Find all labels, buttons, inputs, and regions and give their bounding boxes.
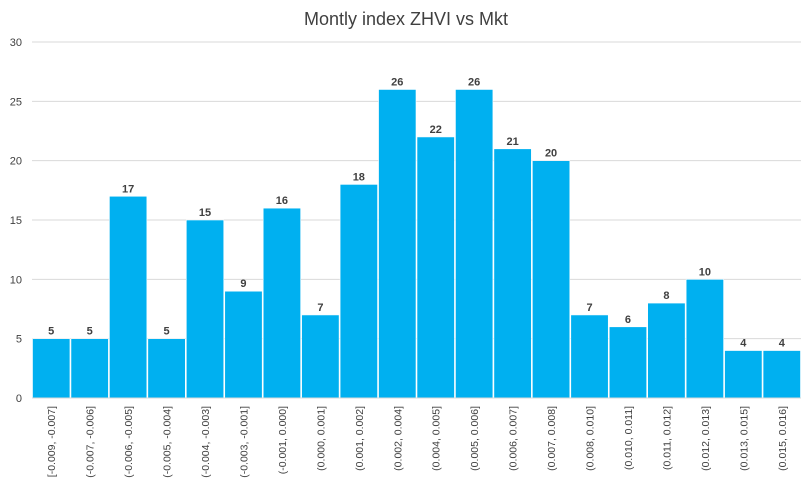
gridlines xyxy=(32,41,801,340)
x-tick-label: (0.004, 0.005] xyxy=(431,406,443,471)
bar xyxy=(455,89,494,399)
bar xyxy=(70,338,109,399)
bar xyxy=(493,148,532,399)
bar xyxy=(147,338,186,399)
data-label: 8 xyxy=(663,290,669,302)
bar xyxy=(570,314,609,399)
bar xyxy=(301,314,340,399)
data-label: 5 xyxy=(87,326,93,338)
x-tick-label: (-0.004, -0.003] xyxy=(200,406,212,478)
x-tick-label: (0.000, 0.001] xyxy=(315,406,327,471)
y-tick-label: 5 xyxy=(16,334,22,346)
data-label: 17 xyxy=(122,183,134,195)
x-tick-label: (0.001, 0.002] xyxy=(354,406,366,471)
bar xyxy=(762,350,801,399)
x-tick-label: (0.010, 0.011] xyxy=(623,406,635,470)
data-label: 26 xyxy=(468,76,480,88)
x-tick-label: (-0.005, -0.004] xyxy=(162,406,174,478)
y-tick-label: 30 xyxy=(10,37,22,49)
bar xyxy=(685,279,724,399)
data-label: 18 xyxy=(353,171,365,183)
y-tick-label: 0 xyxy=(16,393,22,405)
data-label: 7 xyxy=(586,302,592,314)
bar xyxy=(416,136,455,399)
bar xyxy=(186,219,225,399)
data-label: 5 xyxy=(164,326,170,338)
data-label: 20 xyxy=(545,148,557,160)
bar xyxy=(224,290,263,399)
x-tick-label: (0.007, 0.008] xyxy=(546,406,558,471)
x-tick-label: [-0.009, -0.007] xyxy=(46,406,58,477)
data-label: 26 xyxy=(391,76,403,88)
x-tick-label: (-0.006, -0.005] xyxy=(123,406,135,478)
data-label: 16 xyxy=(276,195,288,207)
x-tick-label: (0.015, 0.016] xyxy=(777,406,789,471)
data-label: 22 xyxy=(430,124,442,136)
data-label: 4 xyxy=(740,338,747,350)
x-tick-label: (-0.001, 0.000] xyxy=(277,406,289,474)
x-tick-label: (0.006, 0.007] xyxy=(508,406,520,471)
bar xyxy=(109,195,148,399)
bar xyxy=(647,302,686,399)
data-label: 21 xyxy=(507,136,519,148)
data-label: 9 xyxy=(240,278,246,290)
y-tick-label: 20 xyxy=(10,156,22,168)
y-tick-label: 25 xyxy=(10,96,22,108)
data-label: 15 xyxy=(199,207,211,219)
x-tick-label: (-0.007, -0.006] xyxy=(85,406,97,478)
x-tick-label: (0.011, 0.012] xyxy=(661,406,673,470)
data-label: 5 xyxy=(48,326,54,338)
data-labels: 5 5 17 5 15 9 16 7 18 26 22 26 21 20 7 6 8 10 4 4 xyxy=(48,76,786,349)
y-axis-ticks: 0 5 10 15 20 25 30 xyxy=(10,37,22,405)
x-tick-label: (0.013, 0.015] xyxy=(738,406,750,471)
y-tick-label: 10 xyxy=(10,274,22,286)
data-label: 4 xyxy=(779,338,786,350)
x-tick-label: (0.005, 0.006] xyxy=(469,406,481,471)
x-axis-ticks: [-0.009, -0.007] (-0.007, -0.006] (-0.006,… xyxy=(46,406,789,478)
y-tick-label: 15 xyxy=(10,215,22,227)
bar xyxy=(262,207,301,399)
x-tick-label: (-0.003, -0.001] xyxy=(238,406,250,478)
bar xyxy=(378,89,417,399)
bar xyxy=(608,326,648,399)
bar xyxy=(532,160,571,399)
bar xyxy=(724,350,763,399)
x-tick-label: (0.008, 0.010] xyxy=(585,406,597,471)
data-label: 6 xyxy=(625,314,631,326)
bar xyxy=(339,184,378,399)
bars xyxy=(32,89,801,399)
x-tick-label: (0.012, 0.013] xyxy=(700,406,712,471)
x-tick-label: (0.002, 0.004] xyxy=(392,406,404,471)
bar xyxy=(32,338,71,399)
data-label: 10 xyxy=(699,266,711,278)
chart-title: Montly index ZHVI vs Mkt xyxy=(304,9,508,29)
data-label: 7 xyxy=(317,302,323,314)
